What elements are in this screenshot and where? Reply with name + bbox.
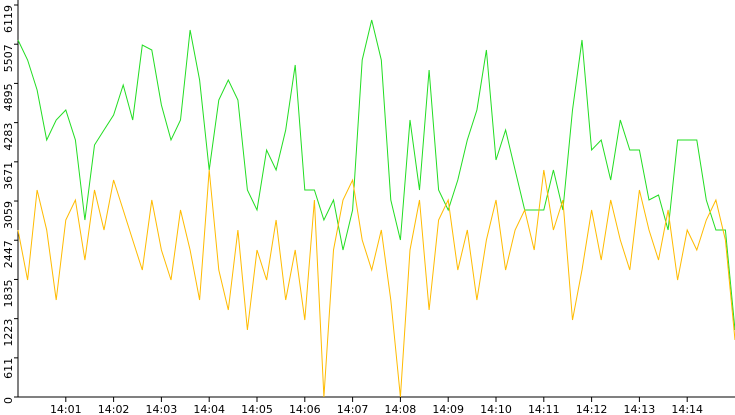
- x-tick-label: 14:04: [193, 403, 225, 415]
- y-tick-label: 2447: [2, 240, 15, 268]
- x-tick-label: 14:09: [432, 403, 464, 415]
- y-tick-label: 3671: [2, 162, 15, 190]
- x-tick-label: 14:11: [528, 403, 560, 415]
- x-tick-label: 14:10: [480, 403, 512, 415]
- x-tick-label: 14:05: [241, 403, 273, 415]
- x-tick-label: 14:08: [385, 403, 417, 415]
- x-tick-label: 14:06: [289, 403, 321, 415]
- series-line: [17, 19, 735, 331]
- series-line: [17, 169, 735, 398]
- y-tick-label: 4283: [2, 123, 15, 151]
- y-tick-label: 6119: [2, 5, 15, 33]
- x-tick-label: 14:12: [576, 403, 608, 415]
- y-tick-label: 611: [2, 358, 15, 379]
- y-tick-label: 3059: [2, 201, 15, 229]
- y-tick-label: 0: [2, 397, 15, 404]
- y-tick-label: 1223: [2, 319, 15, 347]
- x-tick-label: 14:01: [50, 403, 82, 415]
- x-tick-label: 14:13: [624, 403, 656, 415]
- x-tick-label: 14:07: [337, 403, 369, 415]
- y-tick-label: 4895: [2, 83, 15, 111]
- x-tick-label: 14:14: [671, 403, 703, 415]
- y-tick-label: 1835: [2, 279, 15, 307]
- x-tick-label: 14:02: [98, 403, 130, 415]
- x-tick-label: 14:03: [146, 403, 178, 415]
- y-tick-label: 5507: [2, 44, 15, 72]
